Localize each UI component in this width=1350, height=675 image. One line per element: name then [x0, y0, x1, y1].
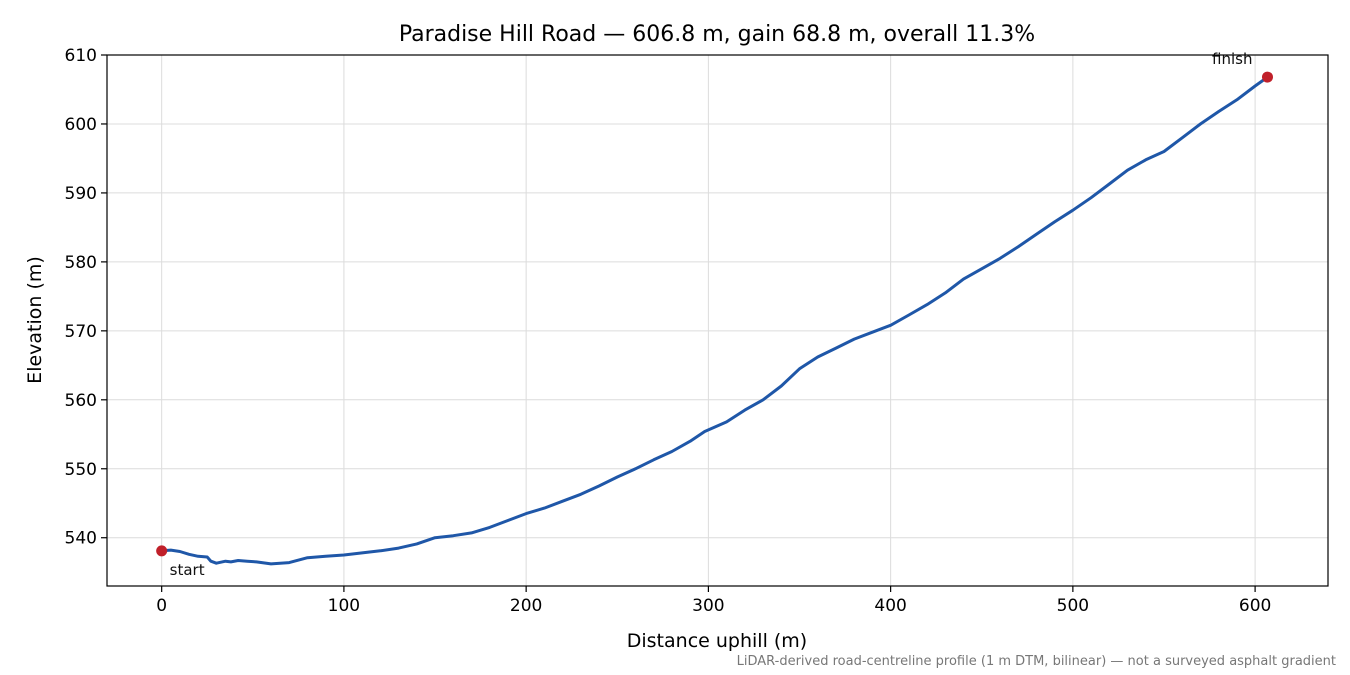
- x-tick-label: 600: [1239, 596, 1271, 616]
- footnote: LiDAR-derived road-centreline profile (1…: [737, 654, 1336, 669]
- y-tick-label: 610: [65, 46, 97, 66]
- start-label: start: [170, 561, 205, 579]
- y-tick-label: 560: [65, 391, 97, 411]
- x-axis-label: Distance uphill (m): [627, 630, 807, 652]
- y-tick-label: 550: [65, 460, 97, 480]
- y-tick-label: 540: [65, 529, 97, 549]
- x-tick-label: 200: [510, 596, 542, 616]
- plot-frame: [106, 54, 1329, 587]
- x-tick-label: 300: [692, 596, 724, 616]
- x-tick-label: 0: [156, 596, 167, 616]
- plot-area: start finish: [156, 50, 1273, 579]
- y-axis-label: Elevation (m): [24, 256, 46, 384]
- axis-ticks: 0 100 200 300 400 500 600 540 550 560 570 580 590 600…: [65, 46, 1272, 616]
- grid-lines: [107, 54, 1328, 586]
- finish-label: finish: [1212, 50, 1252, 68]
- y-tick-label: 600: [65, 115, 97, 135]
- elevation-profile-line: [160, 75, 1269, 566]
- start-marker: [156, 545, 168, 557]
- finish-marker: [1261, 71, 1273, 83]
- y-tick-label: 570: [65, 322, 97, 342]
- x-tick-label: 100: [328, 596, 360, 616]
- x-tick-label: 500: [1057, 596, 1089, 616]
- y-tick-label: 590: [65, 184, 97, 204]
- x-tick-label: 400: [874, 596, 906, 616]
- y-tick-label: 580: [65, 253, 97, 273]
- chart-title: Paradise Hill Road — 606.8 m, gain 68.8 …: [399, 22, 1035, 47]
